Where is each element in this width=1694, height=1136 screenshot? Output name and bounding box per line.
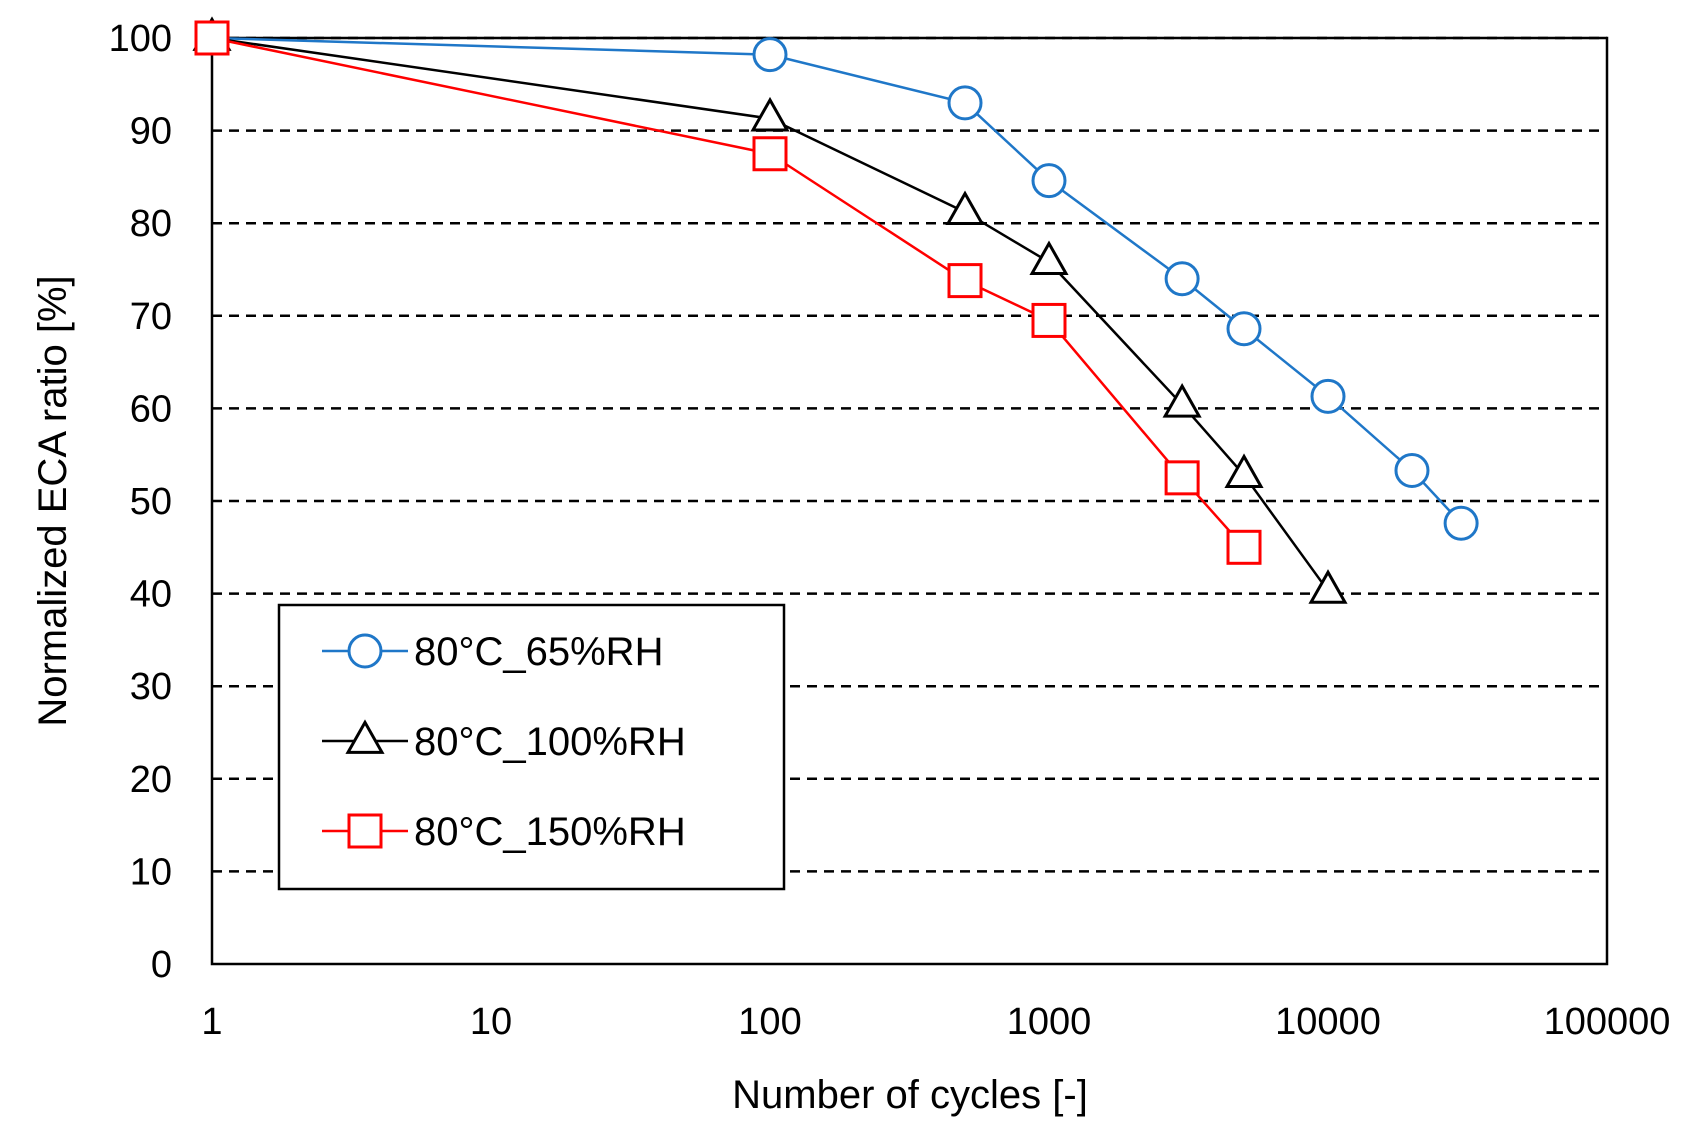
legend-entry: 80°C_150%RH	[322, 810, 686, 854]
x-tick-label: 10000	[1275, 1001, 1381, 1043]
y-tick-label: 80	[130, 203, 172, 245]
series-line	[211, 36, 1463, 525]
y-tick-label: 30	[130, 666, 172, 708]
legend-marker-square	[347, 813, 383, 849]
series-2	[194, 20, 1262, 565]
y-tick-label: 50	[130, 481, 172, 523]
data-point-triangle	[1224, 453, 1264, 488]
series-0	[194, 20, 1479, 541]
data-point-square	[1031, 302, 1067, 338]
series-1	[192, 16, 1348, 604]
legend-label: 80°C_100%RH	[414, 720, 686, 764]
legend-entry: 80°C_100%RH	[322, 719, 686, 764]
x-tick-label: 1	[201, 1001, 222, 1043]
y-axis-title: Normalized ECA ratio [%]	[31, 275, 75, 726]
data-point-triangle	[1029, 240, 1069, 275]
y-tick-label: 40	[130, 574, 172, 616]
data-point-triangle	[1308, 569, 1348, 604]
data-point-triangle	[1162, 383, 1202, 418]
data-point-circle	[1394, 452, 1430, 488]
y-tick-label: 20	[130, 759, 172, 801]
data-point-circle	[1226, 311, 1262, 347]
data-point-circle	[1443, 505, 1479, 541]
y-tick-label: 10	[130, 851, 172, 893]
legend-label: 80°C_65%RH	[414, 630, 663, 674]
y-tick-label: 90	[130, 111, 172, 153]
data-point-triangle	[750, 96, 790, 132]
data-point-square	[752, 136, 788, 172]
data-point-square	[1226, 529, 1262, 565]
y-tick-labels: 0 10 20 30 40 50 60 70 80 90 100	[109, 18, 172, 986]
data-point-triangle	[945, 190, 985, 225]
y-tick-label: 0	[151, 944, 172, 986]
data-point-square	[1164, 460, 1200, 496]
x-tick-label: 1000	[1007, 1001, 1092, 1043]
y-tick-label: 60	[130, 388, 172, 430]
data-point-circle	[1031, 163, 1067, 199]
data-series	[192, 16, 1479, 604]
data-point-circle	[752, 37, 788, 73]
x-tick-labels: 1 10 100 1000 10000 100000	[201, 1001, 1670, 1043]
legend-entry: 80°C_65%RH	[322, 630, 663, 674]
data-point-square	[194, 20, 230, 56]
data-point-circle	[947, 85, 983, 121]
y-tick-label: 70	[130, 296, 172, 338]
plot-area-frame	[210, 36, 1609, 966]
data-point-circle	[1310, 378, 1346, 414]
x-tick-label: 10	[470, 1001, 512, 1043]
data-point-circle	[1164, 261, 1200, 297]
x-tick-label: 100	[738, 1001, 801, 1043]
legend-label: 80°C_150%RH	[414, 810, 686, 854]
x-axis-title: Number of cycles [-]	[732, 1073, 1088, 1117]
legend-marker-triangle	[345, 719, 385, 754]
legend-marker-circle	[347, 633, 383, 669]
legend: 80°C_65%RH 80°C_100%RH 80°C_150%RH	[277, 603, 786, 891]
data-point-square	[947, 263, 983, 299]
x-tick-label: 100000	[1544, 1001, 1671, 1043]
y-tick-label: 100	[109, 18, 172, 60]
series-line	[211, 36, 1245, 549]
